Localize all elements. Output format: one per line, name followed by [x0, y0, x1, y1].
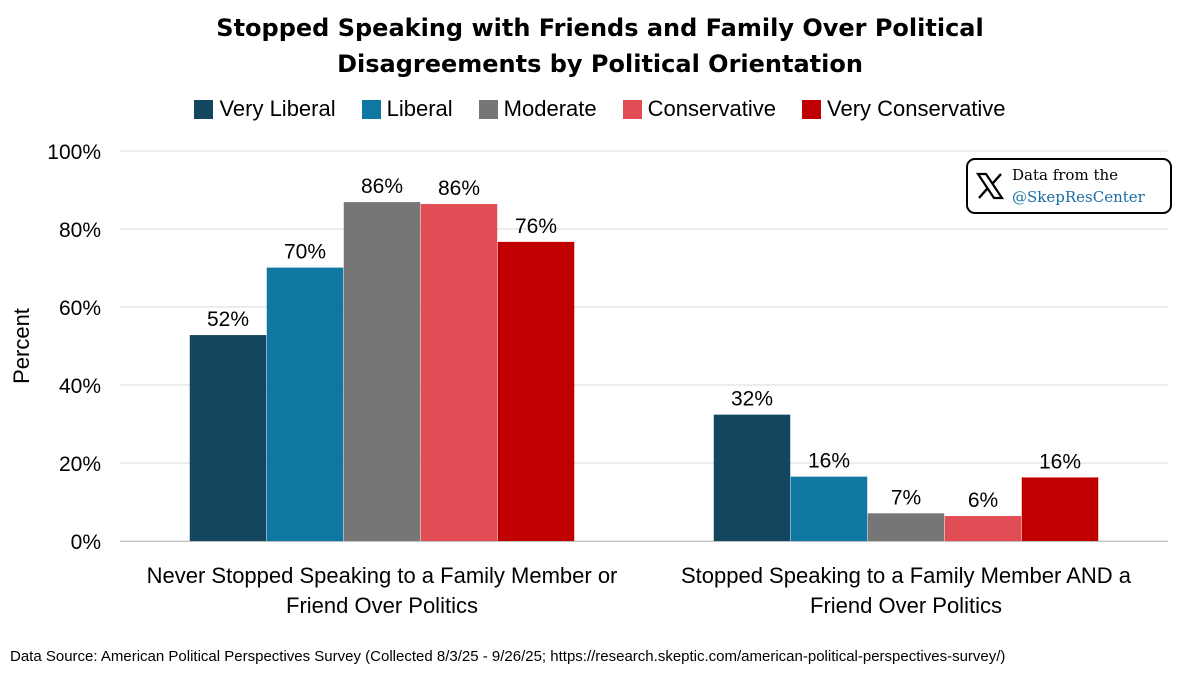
data-label: 32% [731, 388, 773, 411]
bar-conservative-2 [944, 516, 1022, 541]
bar-moderate-1 [343, 202, 421, 541]
bar-very-liberal-1 [189, 335, 267, 541]
legend-swatch [478, 99, 498, 119]
y-tick-label: 0% [71, 531, 101, 554]
bar-very-conservative-2 [1021, 477, 1099, 541]
y-tick-label: 40% [59, 375, 101, 398]
bar-chart: 0% 20% 40% 60% 80% 100% Percent 52% 32% 70% 16% 86%… [9, 141, 1168, 618]
y-axis-label: Percent [9, 308, 34, 384]
legend-label: Conservative [647, 96, 777, 121]
legend-swatch [194, 99, 214, 119]
badge-handle[interactable]: @SkepResCenter [1012, 188, 1145, 206]
bar-moderate-2 [867, 513, 945, 541]
legend-label: Very Conservative [827, 96, 1006, 121]
legend-label: Very Liberal [219, 96, 336, 121]
x-tick-label: Friend Over Politics [286, 593, 478, 618]
y-tick-label: 100% [47, 141, 101, 164]
data-label: 16% [808, 450, 850, 473]
x-tick-label: Stopped Speaking to a Family Member AND … [681, 563, 1132, 588]
data-label: 16% [1039, 450, 1081, 473]
bar-very-conservative-1 [497, 241, 575, 541]
bar-liberal-2 [790, 476, 868, 541]
data-label: 70% [284, 241, 326, 264]
y-tick-label: 80% [59, 219, 101, 242]
legend-item-conservative: Conservative [622, 96, 777, 122]
data-label: 52% [207, 308, 249, 331]
legend-swatch [802, 99, 822, 119]
chart-title: Stopped Speaking with Friends and Family… [0, 10, 1200, 82]
bar-very-liberal-2 [713, 414, 791, 541]
x-logo-icon [968, 171, 1012, 201]
data-label: 86% [361, 175, 403, 198]
chart-title-line-1: Stopped Speaking with Friends and Family… [216, 14, 984, 42]
y-tick-label: 20% [59, 453, 101, 476]
x-tick-label: Friend Over Politics [810, 593, 1002, 618]
legend-item-very-liberal: Very Liberal [194, 96, 336, 122]
data-label: 7% [891, 486, 921, 509]
badge-line: Data from the [1012, 166, 1119, 184]
data-source-note: Data Source: American Political Perspect… [10, 648, 1006, 665]
chart-title-line-2: Disagreements by Political Orientation [337, 50, 863, 78]
chart-legend: Very Liberal Liberal Moderate Conservative V… [0, 96, 1200, 122]
data-label: 76% [515, 215, 557, 238]
bar-conservative-1 [420, 204, 498, 542]
source-badge: Data from the @SkepResCenter [966, 158, 1172, 214]
legend-item-moderate: Moderate [478, 96, 597, 122]
bar-liberal-1 [266, 267, 344, 541]
legend-swatch [622, 99, 642, 119]
data-label: 86% [438, 177, 480, 200]
x-tick-label: Never Stopped Speaking to a Family Membe… [147, 563, 618, 588]
legend-item-very-conservative: Very Conservative [802, 96, 1006, 122]
legend-label: Liberal [386, 96, 453, 121]
legend-label: Moderate [503, 96, 597, 121]
legend-swatch [361, 99, 381, 119]
data-label: 6% [968, 489, 998, 512]
y-tick-label: 60% [59, 297, 101, 320]
legend-item-liberal: Liberal [361, 96, 453, 122]
